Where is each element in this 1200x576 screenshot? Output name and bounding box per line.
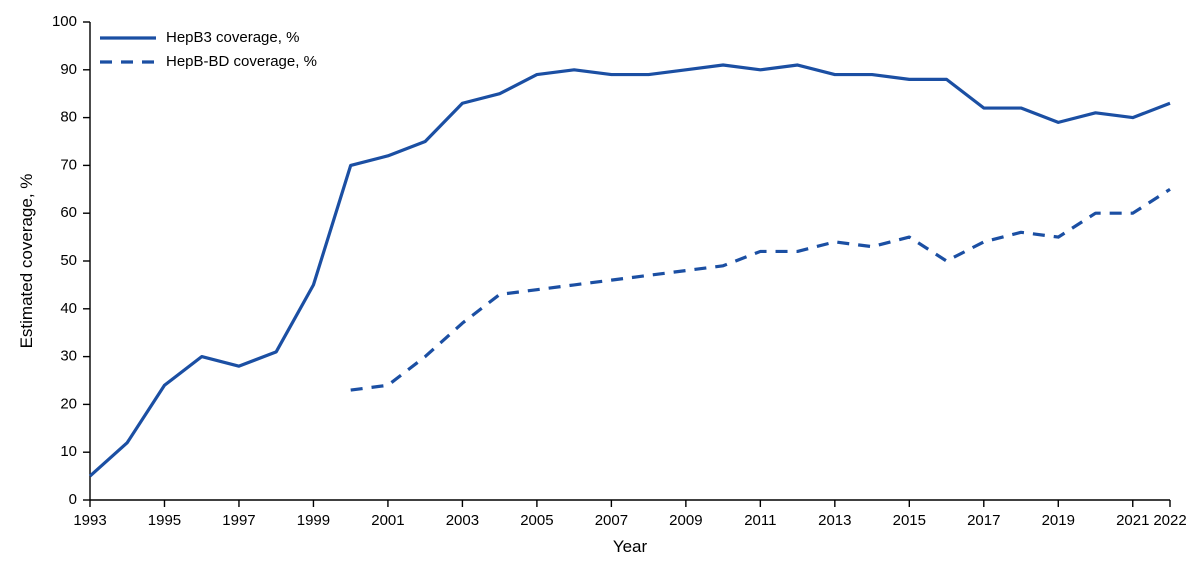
x-tick-label: 2015 (893, 512, 926, 529)
x-tick-label: 2017 (967, 512, 1000, 529)
x-tick-label: 2019 (1042, 512, 1075, 529)
y-tick-label: 60 (60, 204, 77, 221)
x-tick-label: 2022 (1153, 512, 1186, 529)
y-tick-label: 100 (52, 13, 77, 30)
x-tick-label: 2007 (595, 512, 628, 529)
y-tick-label: 0 (69, 491, 77, 508)
y-tick-label: 80 (60, 109, 77, 126)
y-tick-label: 20 (60, 395, 77, 412)
x-tick-label: 2013 (818, 512, 851, 529)
x-tick-label: 2009 (669, 512, 702, 529)
y-tick-label: 90 (60, 61, 77, 78)
x-tick-label: 2003 (446, 512, 479, 529)
legend-label: HepB3 coverage, % (166, 29, 299, 46)
x-axis-title: Year (613, 537, 648, 556)
y-tick-label: 40 (60, 300, 77, 317)
y-tick-label: 30 (60, 348, 77, 365)
x-tick-label: 1999 (297, 512, 330, 529)
x-tick-label: 1997 (222, 512, 255, 529)
legend-label: HepB-BD coverage, % (166, 53, 317, 70)
x-tick-label: 2021 (1116, 512, 1149, 529)
line-chart: 0 10 20 30 40 50 60 70 80 90 100 1993 1995 1997 1999 20… (0, 0, 1200, 576)
x-tick-label: 2011 (744, 512, 776, 529)
y-axis-title: Estimated coverage, % (17, 174, 36, 349)
x-tick-label: 1993 (73, 512, 106, 529)
x-tick-label: 2001 (371, 512, 404, 529)
x-tick-label: 2005 (520, 512, 553, 529)
x-tick-label: 1995 (148, 512, 181, 529)
y-tick-label: 70 (60, 156, 77, 173)
y-tick-label: 10 (60, 443, 77, 460)
y-tick-label: 50 (60, 252, 77, 269)
chart-svg: 0 10 20 30 40 50 60 70 80 90 100 1993 1995 1997 1999 20… (0, 0, 1200, 576)
